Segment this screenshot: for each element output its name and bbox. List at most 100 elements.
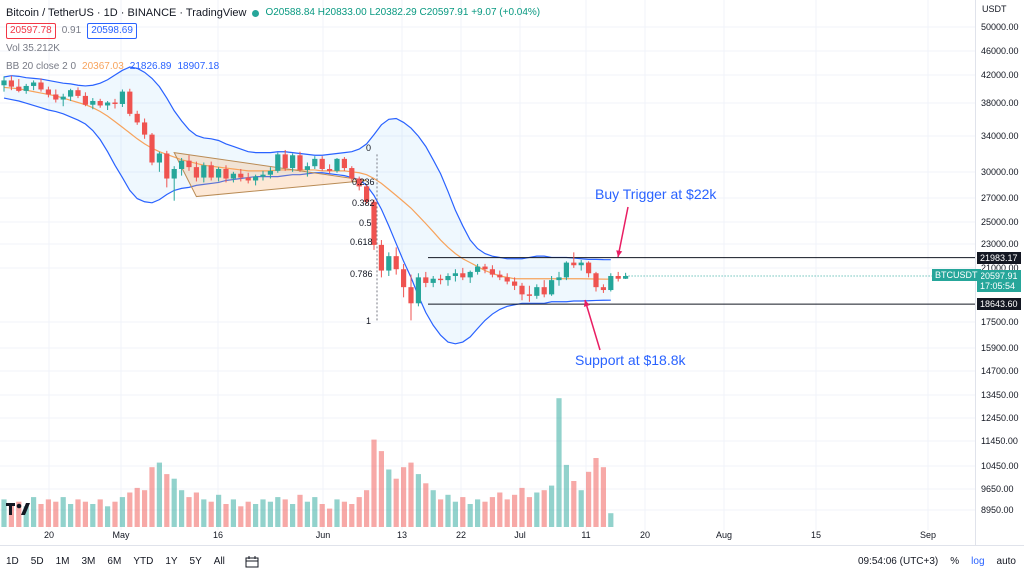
range-6m-button[interactable]: 6M [107, 556, 122, 567]
range-1y-button[interactable]: 1Y [165, 556, 178, 567]
bb-legend-label[interactable]: BB 20 close 2 0 [6, 61, 77, 72]
volume-bar [438, 499, 444, 527]
candle-body [549, 280, 555, 295]
volume-bar [334, 499, 340, 527]
volume-bar [341, 501, 347, 527]
volume-bar [31, 497, 37, 527]
clock-timezone[interactable]: 09:54:06 (UTC+3) [857, 556, 939, 567]
range-3m-button[interactable]: 3M [81, 556, 96, 567]
volume-bar [119, 497, 125, 527]
volume-bar [8, 504, 14, 527]
bollinger-upper-line [3, 66, 611, 261]
volume-bar [475, 499, 481, 527]
y-tick: 25000.00 [981, 217, 1019, 227]
candle-body [430, 278, 436, 283]
volume-bar [149, 467, 155, 527]
candle-body [290, 155, 296, 169]
volume-bar [534, 492, 540, 527]
x-tick: 22 [455, 530, 467, 540]
volume-bar [201, 499, 207, 527]
candle-body [8, 80, 14, 87]
candle-body [31, 82, 37, 86]
volume-bar [112, 501, 118, 527]
tradingview-logo-icon [6, 503, 30, 515]
volume-bar [164, 474, 170, 527]
candle-body [482, 266, 488, 270]
fib-label-0786: 0.786 [350, 269, 373, 279]
sell-price-button[interactable]: 20597.78 [6, 23, 56, 39]
candle-body [275, 154, 281, 171]
percent-scale-toggle[interactable]: % [950, 556, 960, 567]
bottom-toolbar: 1D 5D 1M 3M 6M YTD 1Y 5Y All 09:54:06 (U… [0, 545, 1024, 577]
candle-body [423, 277, 429, 283]
y-tick: 21000.00 [981, 263, 1019, 273]
range-1m-button[interactable]: 1M [55, 556, 70, 567]
candle-body [467, 271, 473, 278]
date-range-icon[interactable] [245, 555, 259, 568]
candle-body [438, 278, 444, 281]
candle-body [512, 281, 518, 286]
resistance-price-badge: 21983.17 [977, 252, 1021, 264]
range-ytd-button[interactable]: YTD [133, 556, 154, 567]
volume-bar [193, 492, 199, 527]
volume-bar [319, 504, 325, 527]
range-5y-button[interactable]: 5Y [189, 556, 202, 567]
range-5d-button[interactable]: 5D [30, 556, 44, 567]
symbol-title[interactable]: Bitcoin / TetherUS · 1D · BINANCE · Trad… [6, 7, 247, 19]
volume-bar [68, 504, 74, 527]
auto-scale-toggle[interactable]: auto [996, 556, 1016, 567]
volume-bar [364, 490, 370, 527]
x-tick: Jun [315, 530, 331, 540]
candle-body [304, 166, 310, 170]
candle-body [238, 173, 244, 178]
chart-plot-area[interactable] [0, 0, 975, 545]
bb-lower-value: 18907.18 [177, 61, 220, 72]
candle-body [105, 102, 111, 106]
candlestick-chart[interactable] [0, 0, 975, 545]
candle-body [142, 122, 148, 135]
volume-bar [489, 497, 495, 527]
candle-body [452, 273, 458, 276]
candle-body [578, 262, 584, 266]
candle-body [68, 90, 74, 97]
volume-bar [452, 501, 458, 527]
volume-legend[interactable]: Vol 35.212K [6, 43, 60, 54]
candle-body [334, 158, 340, 171]
candle-body [97, 101, 103, 106]
volume-bar [430, 490, 436, 527]
candle-body [45, 89, 51, 95]
volume-bar [556, 398, 562, 527]
volume-bar [526, 497, 532, 527]
x-tick: 11 [581, 530, 591, 540]
candle-body [401, 269, 407, 288]
fib-label-0618: 0.618 [350, 237, 373, 247]
volume-bar [171, 478, 177, 527]
volume-bar [549, 485, 555, 527]
bb-basis-value: 20367.03 [82, 61, 124, 72]
candle-body [230, 173, 236, 179]
volume-bar [1, 499, 7, 527]
volume-bar [267, 501, 273, 527]
volume-bar [401, 467, 407, 527]
candle-body [327, 168, 333, 171]
bollinger-band-fill [4, 67, 611, 344]
volume-bar [393, 478, 399, 527]
range-all-button[interactable]: All [213, 556, 225, 567]
candle-body [1, 80, 7, 86]
volume-bar [578, 490, 584, 527]
volume-bar [290, 504, 296, 527]
log-scale-toggle[interactable]: log [971, 556, 985, 567]
volume-bar [371, 439, 377, 527]
price-axis[interactable]: USDT 50000.00 46000.00 42000.00 38000.00… [975, 0, 1024, 545]
x-tick: Aug [715, 530, 733, 540]
range-1d-button[interactable]: 1D [6, 556, 19, 567]
buy-price-button[interactable]: 20598.69 [87, 23, 137, 39]
candle-body [563, 262, 569, 278]
volume-bar [223, 504, 229, 527]
spread-value: 0.91 [61, 25, 82, 36]
y-tick: 8950.00 [981, 505, 1014, 515]
candle-body [378, 244, 384, 271]
volume-bar [275, 497, 281, 527]
market-status-icon [252, 9, 260, 17]
volume-bar [497, 492, 503, 527]
